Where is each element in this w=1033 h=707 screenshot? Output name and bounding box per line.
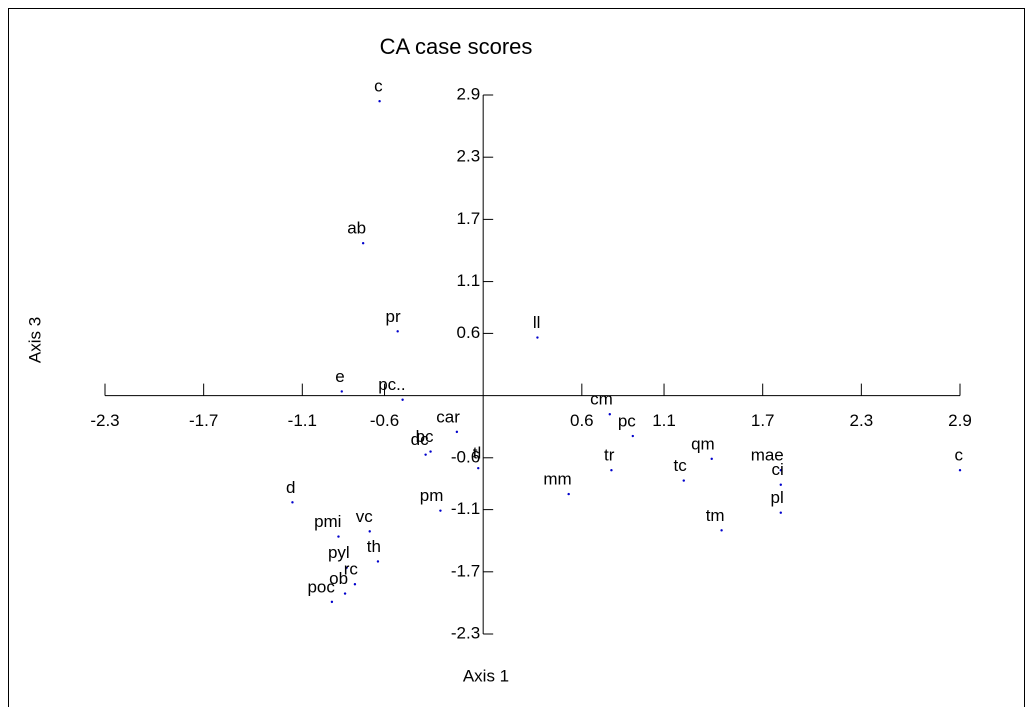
point bbox=[439, 509, 442, 512]
point bbox=[291, 501, 294, 504]
point bbox=[340, 390, 343, 393]
y-tick-label: -0.6 bbox=[451, 447, 480, 466]
y-tick-label: 2.9 bbox=[457, 84, 481, 103]
x-tick-label: 1.7 bbox=[751, 411, 775, 430]
point-label: ci bbox=[771, 460, 783, 479]
point-label: c bbox=[374, 77, 383, 96]
point bbox=[608, 413, 611, 416]
point-label: qm bbox=[691, 434, 715, 453]
x-tick-label: -2.3 bbox=[90, 411, 119, 430]
point-label: pl bbox=[771, 488, 784, 507]
point bbox=[424, 453, 427, 456]
point-label: dc bbox=[411, 430, 429, 449]
point bbox=[958, 469, 962, 472]
y-tick-label: -1.7 bbox=[451, 561, 480, 580]
point-label: ll bbox=[533, 313, 541, 332]
point bbox=[396, 330, 399, 333]
point-label: th bbox=[367, 537, 381, 556]
point-label: d bbox=[286, 478, 295, 497]
point bbox=[368, 530, 371, 533]
y-tick-label: 1.1 bbox=[457, 271, 481, 290]
point bbox=[710, 457, 713, 461]
point bbox=[567, 492, 570, 496]
point bbox=[720, 529, 723, 532]
point bbox=[337, 535, 340, 538]
point-label: e bbox=[335, 367, 344, 386]
point-label: tl bbox=[473, 444, 482, 463]
point-label: pc bbox=[618, 412, 636, 431]
point bbox=[455, 430, 459, 434]
point-label: vc bbox=[356, 507, 374, 526]
point bbox=[429, 450, 432, 453]
point bbox=[779, 483, 782, 486]
point bbox=[343, 592, 347, 595]
y-tick-label: -2.3 bbox=[451, 623, 480, 642]
point-label: poc bbox=[307, 577, 335, 596]
y-axis-label: Axis 3 bbox=[25, 317, 44, 363]
point-label: ob bbox=[329, 569, 348, 588]
x-tick-label: -0.6 bbox=[370, 411, 399, 430]
y-tick-label: 0.6 bbox=[457, 323, 481, 342]
point-label: bc bbox=[416, 427, 434, 446]
point bbox=[353, 583, 357, 586]
point-label: c bbox=[955, 446, 964, 465]
point bbox=[779, 511, 782, 514]
point-label: tr bbox=[604, 446, 615, 465]
y-tick-label: 1.7 bbox=[457, 209, 481, 228]
x-tick-label: 1.1 bbox=[652, 411, 676, 430]
point-label: cm bbox=[590, 390, 613, 409]
point-label: rc bbox=[344, 560, 359, 579]
x-tick-label: 2.9 bbox=[948, 411, 972, 430]
point bbox=[477, 466, 480, 470]
chart-title: CA case scores bbox=[380, 34, 533, 59]
x-axis-label: Axis 1 bbox=[463, 666, 509, 685]
point-label: ab bbox=[347, 219, 366, 238]
point bbox=[345, 566, 348, 569]
x-tick-label: 2.3 bbox=[850, 411, 874, 430]
point-label: pm bbox=[420, 486, 444, 505]
x-tick-label: 0.6 bbox=[570, 411, 594, 430]
point bbox=[330, 600, 334, 604]
point bbox=[378, 100, 381, 103]
point bbox=[631, 434, 634, 438]
point-label: pc.. bbox=[378, 375, 405, 394]
y-tick-label: 2.3 bbox=[457, 147, 481, 166]
point bbox=[401, 398, 404, 401]
point-label: pyl bbox=[328, 543, 350, 562]
point-label: tc bbox=[674, 456, 688, 475]
point bbox=[682, 479, 685, 482]
x-tick-label: -1.1 bbox=[288, 411, 317, 430]
point-label: pr bbox=[386, 307, 401, 326]
y-tick-label: -1.1 bbox=[451, 499, 480, 518]
point bbox=[779, 469, 782, 472]
point bbox=[361, 242, 365, 245]
point bbox=[376, 560, 380, 563]
point-label: car bbox=[436, 407, 460, 426]
point-label: mae bbox=[751, 446, 784, 465]
point-label: tm bbox=[706, 506, 725, 525]
point-label: mm bbox=[543, 470, 571, 489]
point bbox=[610, 469, 613, 472]
point-label: pmi bbox=[314, 512, 341, 531]
point bbox=[536, 336, 539, 339]
frame bbox=[8, 8, 1025, 707]
x-tick-label: -1.7 bbox=[189, 411, 218, 430]
